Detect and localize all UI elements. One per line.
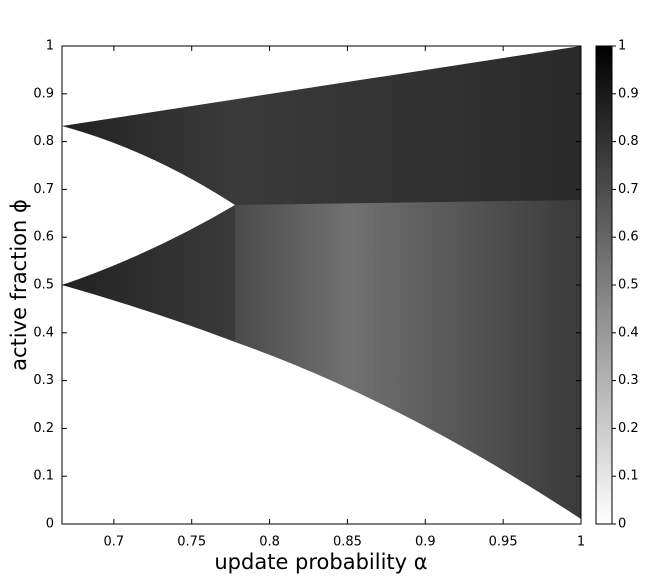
colorbar-tick-label: 0.9 — [618, 86, 639, 101]
density-region-light — [235, 200, 581, 519]
y-tick-label: 0.3 — [33, 373, 54, 388]
x-tick-label: 0.7 — [104, 535, 125, 550]
colorbar-tick-label: 0.1 — [618, 469, 639, 484]
y-tick-label: 0.1 — [33, 469, 54, 484]
colorbar-tick-label: 0.2 — [618, 421, 639, 436]
colorbar-tick-label: 0.8 — [618, 134, 639, 149]
colorbar-tick-label: 0.4 — [618, 325, 639, 340]
colorbar — [595, 45, 613, 525]
y-tick-label: 0.7 — [33, 182, 54, 197]
y-tick-label: 0.6 — [33, 230, 54, 245]
colorbar-tick-label: 0 — [618, 517, 626, 532]
x-axis-label: update probability α — [214, 550, 427, 574]
y-tick-label: 1 — [46, 39, 54, 54]
x-tick-label: 0.9 — [415, 535, 436, 550]
y-tick-label: 0.8 — [33, 134, 54, 149]
y-tick-label: 0.9 — [33, 86, 54, 101]
colorbar-tick-label: 0.3 — [618, 373, 639, 388]
x-tick-label: 0.95 — [489, 535, 518, 550]
colorbar-tick-label: 0.6 — [618, 230, 639, 245]
x-tick-label: 0.75 — [177, 535, 206, 550]
colorbar-tick-label: 0.7 — [618, 182, 639, 197]
gap-region — [62, 126, 235, 285]
colorbar-tick-label: 0.5 — [618, 278, 639, 293]
y-tick-label: 0 — [46, 517, 54, 532]
x-tick-label: 1 — [577, 535, 585, 550]
x-tick-label: 0.8 — [259, 535, 280, 550]
y-tick-label: 0.4 — [33, 325, 54, 340]
y-axis-label: active fraction ϕ — [7, 199, 31, 371]
x-tick-label: 0.85 — [333, 535, 362, 550]
colorbar-tick-label: 1 — [618, 39, 626, 54]
y-tick-label: 0.2 — [33, 421, 54, 436]
y-tick-label: 0.5 — [33, 278, 54, 293]
